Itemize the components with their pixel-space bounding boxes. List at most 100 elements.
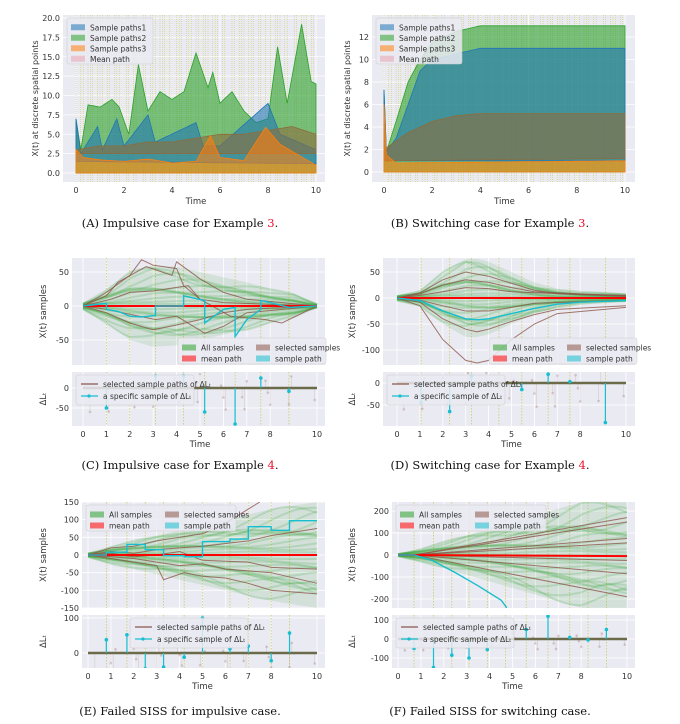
x-tick-label: 4	[177, 672, 182, 681]
legend-label: All samples	[109, 511, 152, 520]
plot-marks	[82, 258, 318, 365]
y-tick-label: 100	[64, 516, 79, 525]
all-samples-line	[87, 554, 318, 569]
x-tick-label: 1	[418, 672, 423, 681]
specific-sample-marker	[447, 409, 452, 414]
y-tick-label: 0	[64, 302, 69, 311]
x-axis-label: Time	[501, 682, 523, 692]
legend-label: selected samples	[494, 511, 559, 520]
caption-ref-link[interactable]: 4	[578, 458, 586, 472]
legend-box	[66, 17, 154, 65]
legend-label: All samples	[201, 344, 244, 353]
plot-marks	[87, 502, 318, 608]
y-tick-label-bottom: -50	[367, 401, 380, 410]
selected-jump-marker	[94, 673, 97, 676]
y-tick-label: 12	[359, 33, 369, 42]
sample-path-line	[88, 520, 317, 558]
x-axis-label: Time	[493, 197, 515, 207]
y-tick-label: -50	[367, 320, 380, 329]
x-axis-label: Time	[189, 440, 211, 450]
legend-swatch	[71, 45, 85, 52]
y-tick-label: 50	[370, 268, 380, 277]
plot-marks	[75, 15, 317, 182]
legend-swatch	[380, 34, 394, 41]
legend-label: All samples	[512, 344, 555, 353]
selected-jump-marker	[530, 379, 534, 382]
selected-jump-marker	[201, 384, 204, 388]
all-samples-line	[82, 272, 318, 306]
selected-jump-marker	[221, 649, 225, 653]
x-tick-label: 1	[417, 430, 422, 439]
specific-sample-marker	[431, 665, 436, 668]
caption-ref-link[interactable]: 3	[267, 216, 275, 230]
legend-label: mean path	[512, 355, 553, 364]
legend-swatch	[182, 344, 196, 351]
specific-sample-marker	[485, 647, 490, 652]
caption-d: (D) Switching case for Example 4.	[340, 458, 640, 472]
caption-label: (D)	[390, 458, 409, 472]
x-tick-label: 8	[268, 430, 273, 439]
selected-jump-marker	[600, 369, 603, 372]
selected-jump-marker	[178, 653, 181, 657]
all-samples-line	[82, 306, 318, 336]
y-tick-label: 50	[69, 533, 79, 542]
legend-bottom-label: a specific sample of ΔLₜ	[157, 635, 246, 644]
all-samples-line	[82, 305, 318, 317]
selected-sample-line	[87, 554, 318, 595]
selected-jump-marker	[137, 669, 140, 672]
caption-ref-link[interactable]: 3	[578, 216, 586, 230]
caption-a: (A) Impulsive case for Example 3.	[30, 216, 330, 230]
selected-sample-line	[82, 260, 318, 307]
legend-swatch	[493, 344, 507, 351]
caption-ref-link[interactable]: 4	[267, 458, 275, 472]
x-tick-label: 2	[440, 430, 445, 439]
y-tick-label-bottom: 0	[384, 635, 389, 644]
selected-jump-marker	[554, 647, 558, 651]
legend-label: sample path	[275, 355, 322, 364]
selected-jump-marker	[575, 634, 578, 637]
x-tick-label: 6	[217, 186, 222, 195]
x-tick-label: 3	[154, 672, 159, 681]
legend-swatch	[90, 522, 104, 529]
all-samples-line	[82, 278, 318, 306]
selected-jump-marker	[578, 400, 582, 403]
x-tick-label: 8	[578, 430, 583, 439]
y-tick-label: 5.0	[47, 130, 60, 139]
legend-swatch	[567, 344, 581, 351]
x-tick-label: 8	[579, 672, 584, 681]
x-tick-label: 6	[532, 430, 537, 439]
x-tick-label: 0	[394, 430, 399, 439]
legend-label: Mean path	[399, 55, 439, 64]
legend-label: mean path	[201, 355, 242, 364]
x-tick-label: 1	[104, 430, 109, 439]
y-tick-label: -150	[61, 604, 79, 613]
legend-bottom-label: selected sample paths of ΔLₜ	[157, 623, 265, 632]
selected-sample-line	[87, 554, 318, 584]
selected-jump-marker	[551, 391, 555, 395]
selected-jump-marker	[265, 645, 268, 648]
all-samples-line	[396, 280, 627, 299]
legend-swatch	[165, 511, 179, 518]
y-axis-label: X(t) samples	[348, 284, 358, 338]
x-tick-label: 8	[574, 186, 579, 195]
selected-jump-marker	[313, 398, 316, 402]
all-samples-line	[87, 554, 318, 573]
caption-label: (B)	[390, 216, 409, 230]
legend-bottom-marker	[407, 637, 411, 641]
x-tick-label: 5	[197, 430, 202, 439]
legend-label: All samples	[419, 511, 462, 520]
y-tick-label: 12.5	[42, 72, 60, 81]
all-samples-line	[87, 555, 318, 592]
all-samples-line	[397, 554, 628, 587]
selected-jump-marker	[222, 396, 225, 399]
legend-swatch	[90, 511, 104, 518]
legend-swatch	[380, 45, 394, 52]
all-samples-line	[397, 525, 628, 556]
legend-swatch	[71, 24, 85, 31]
legend-label: selected samples	[275, 344, 340, 353]
all-samples-line	[87, 506, 318, 555]
selected-jump-marker	[289, 375, 293, 378]
legend-label: Sample paths1	[399, 23, 455, 32]
subplot-marks	[88, 615, 317, 676]
